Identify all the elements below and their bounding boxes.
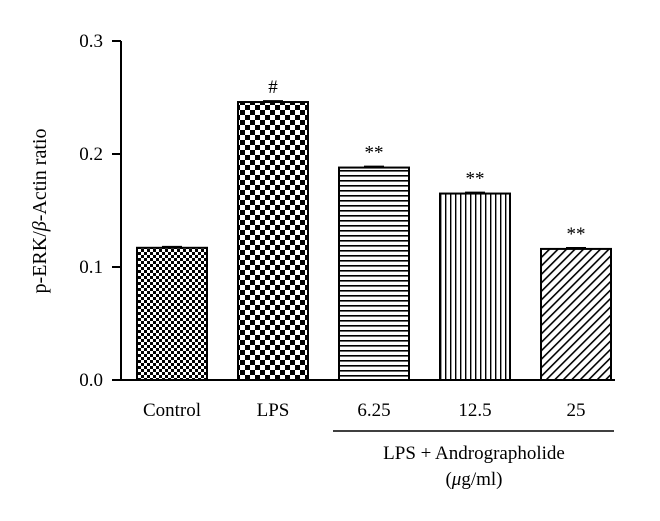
y-tick-label: 0.3 bbox=[79, 31, 103, 52]
x-tick-label: 12.5 bbox=[458, 400, 491, 421]
x-tick-label: Control bbox=[143, 400, 201, 421]
group-label: LPS + Andrographolide bbox=[383, 443, 565, 464]
y-tick-label: 0.0 bbox=[79, 370, 103, 391]
x-tick-label: 25 bbox=[567, 400, 586, 421]
y-axis-label: p-ERK/β-Actin ratio bbox=[29, 129, 51, 294]
y-ticks: 0.0 0.1 0.2 0.3 bbox=[79, 31, 121, 391]
bar-LPS bbox=[237, 101, 309, 382]
bar-Control bbox=[136, 246, 208, 381]
significance-marker: # bbox=[268, 77, 278, 98]
y-tick-label: 0.1 bbox=[79, 257, 103, 278]
error-bars bbox=[162, 100, 586, 249]
y-tick-label: 0.2 bbox=[79, 144, 103, 165]
significance-marker: ** bbox=[466, 168, 485, 189]
x-tick-labels: Control LPS 6.25 12.5 25 bbox=[143, 400, 586, 421]
significance-marker: ** bbox=[365, 142, 384, 163]
x-tick-label: 6.25 bbox=[357, 400, 390, 421]
bar-25 bbox=[540, 247, 612, 381]
annotations: # ** ** ** bbox=[268, 77, 585, 245]
bar-12.5 bbox=[439, 192, 511, 381]
x-tick-label: LPS bbox=[257, 400, 290, 421]
group-label-units: (μg/ml) bbox=[445, 469, 502, 490]
significance-marker: ** bbox=[567, 224, 586, 245]
bar-6.25 bbox=[338, 166, 410, 381]
